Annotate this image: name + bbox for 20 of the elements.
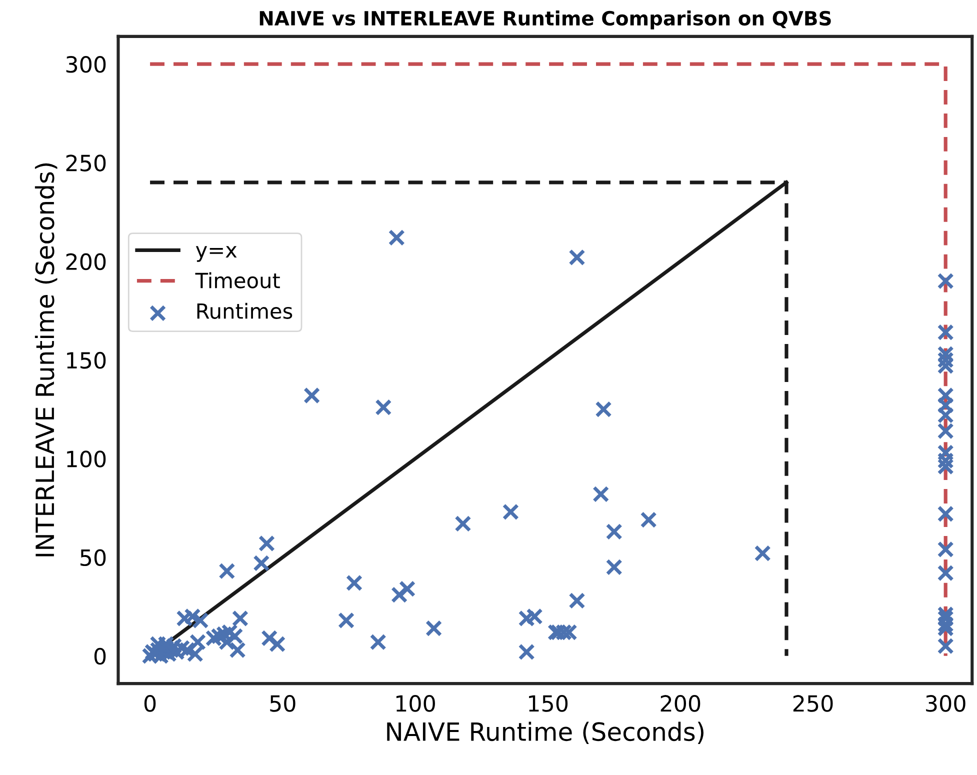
y-tick-label: 100 [67,450,106,468]
y-tick-label: 200 [66,253,106,270]
x-axis-title: NAIVE Runtime (Seconds) [387,722,704,744]
x-tick-label: 250 [793,695,833,712]
y-tick-label: 300 [66,56,106,73]
x-tick-label: 300 [926,695,966,712]
legend-label: y=x [196,246,237,262]
x-tick-label: 0 [144,695,156,712]
chart-title: NAIVE vs INTERLEAVE Runtime Comparison on QVBS [260,10,831,30]
x-tick-label: 50 [270,695,296,712]
y-tick-label: 150 [67,352,106,369]
y-tick-label: 0 [94,648,106,665]
y-axis-title: INTERLEAVE Runtime (Seconds) [34,163,58,556]
y-tick-label: 50 [80,549,106,566]
y-tick-label: 250 [66,154,106,172]
x-tick-label: 200 [660,695,700,712]
x-tick-label: 100 [396,695,435,712]
legend-label: Timeout [195,272,280,288]
legend-label: Runtimes [197,302,292,319]
x-tick-label: 150 [529,695,568,712]
